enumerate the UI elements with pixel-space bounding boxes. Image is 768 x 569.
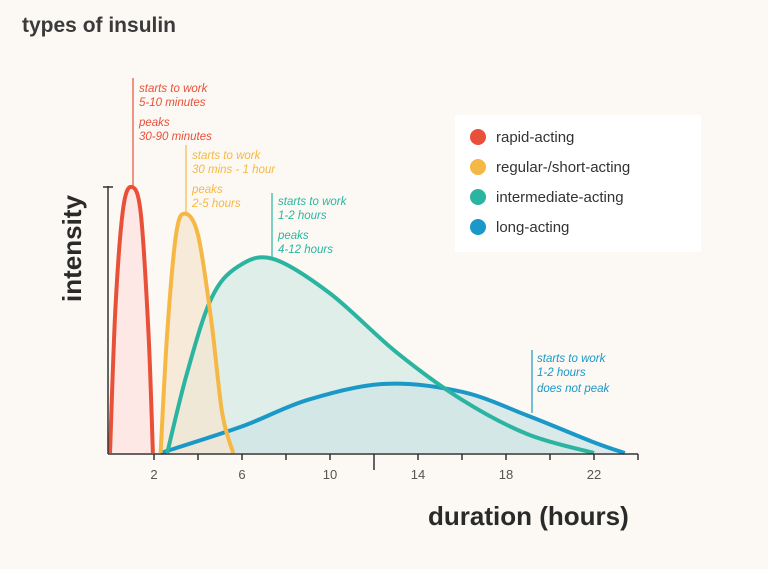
x-tick-label: 22 bbox=[587, 467, 601, 482]
annotation-text: does not peak bbox=[537, 383, 611, 395]
annotation-text: 1-2 hours bbox=[537, 367, 586, 379]
legend-swatch bbox=[470, 189, 486, 205]
line-regular-short-acting bbox=[158, 211, 236, 454]
x-tick-label: 2 bbox=[150, 467, 157, 482]
line-rapid-acting bbox=[108, 184, 155, 454]
annotation-text: 30 mins - 1 hour bbox=[192, 164, 276, 176]
legend bbox=[455, 115, 701, 252]
annotation-text: starts to work bbox=[139, 83, 209, 95]
annotation-text: 2-5 hours bbox=[191, 198, 241, 210]
line-intermediate-acting bbox=[165, 255, 595, 455]
annotation-text: 4-12 hours bbox=[278, 244, 333, 256]
area-long-acting bbox=[160, 383, 625, 453]
annotation-text: peaks bbox=[191, 184, 223, 196]
chart-title: types of insulin bbox=[22, 14, 177, 37]
y-axis-label: intensity bbox=[57, 195, 87, 302]
x-tick-label: 14 bbox=[411, 467, 425, 482]
legend-label: long-acting bbox=[496, 219, 569, 236]
annotation-text: peaks bbox=[277, 230, 309, 242]
area-intermediate-acting bbox=[167, 257, 594, 453]
x-tick-label: 10 bbox=[323, 467, 337, 482]
legend-label: rapid-acting bbox=[496, 129, 574, 146]
annotation-text: peaks bbox=[138, 117, 170, 129]
legend-swatch bbox=[470, 129, 486, 145]
annotation-text: 30-90 minutes bbox=[139, 131, 212, 143]
legend-label: regular-/short-acting bbox=[496, 159, 630, 176]
legend-swatch bbox=[470, 219, 486, 235]
x-tick-label: 18 bbox=[499, 467, 513, 482]
line-long-acting bbox=[159, 381, 626, 455]
annotation-text: starts to work bbox=[537, 353, 607, 365]
legend-swatch bbox=[470, 159, 486, 175]
x-axis-label: duration (hours) bbox=[428, 501, 629, 531]
annotation-text: 5-10 minutes bbox=[139, 97, 206, 109]
annotation-text: starts to work bbox=[278, 196, 348, 208]
annotation-text: 1-2 hours bbox=[278, 210, 327, 222]
x-tick-label: 6 bbox=[238, 467, 245, 482]
annotation-text: starts to work bbox=[192, 150, 262, 162]
legend-label: intermediate-acting bbox=[496, 189, 624, 206]
